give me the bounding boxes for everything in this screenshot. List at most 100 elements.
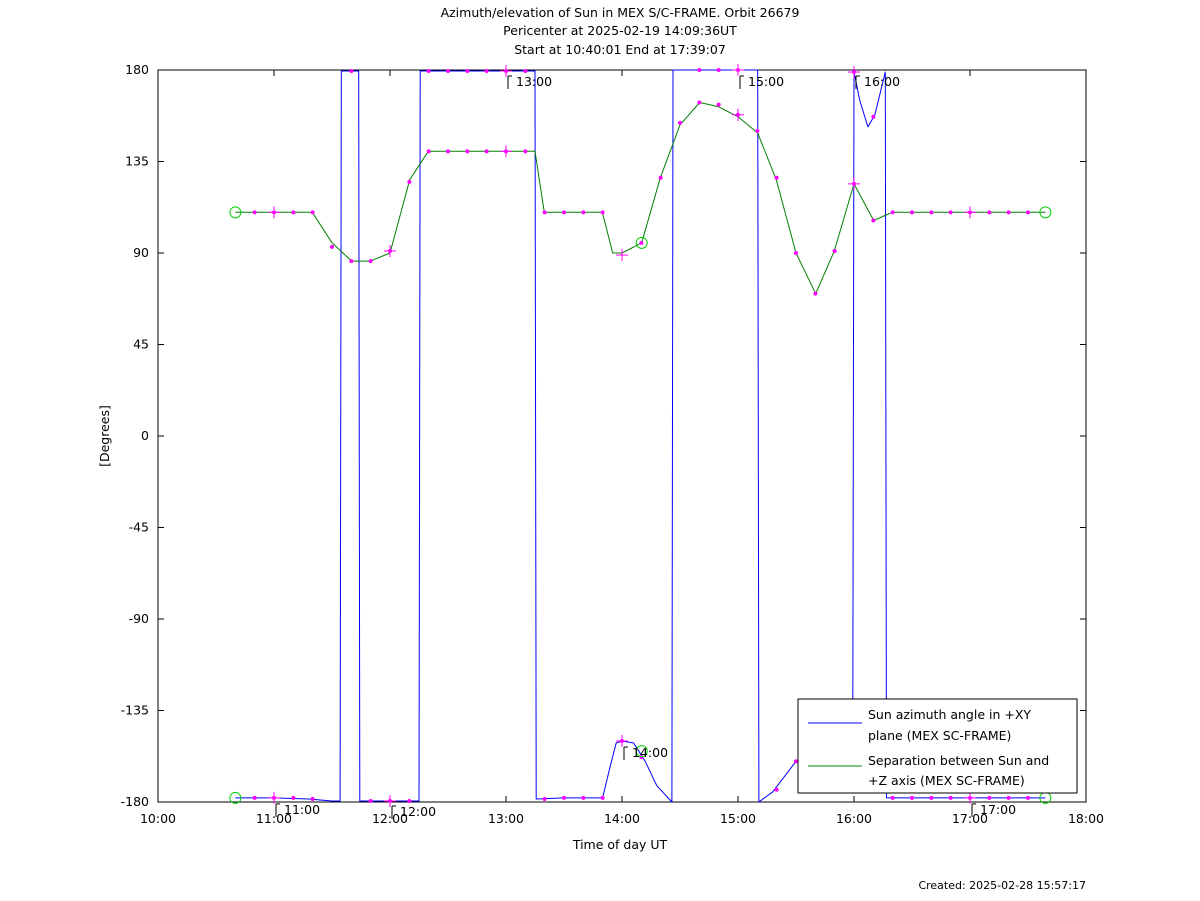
y-tick-label: 135 [125, 154, 149, 169]
data-point-marker [987, 795, 992, 800]
hour-annotation-label: 12:00 [400, 804, 436, 819]
hour-annotation: 16:00 [855, 74, 900, 90]
hour-cross-marker [616, 249, 628, 262]
hour-cross-marker [848, 66, 860, 79]
x-tick-label: 15:00 [720, 811, 756, 826]
data-point-marker [1026, 795, 1030, 800]
chart-title-line-1: Azimuth/elevation of Sun in MEX S/C-FRAM… [441, 5, 800, 20]
x-tick-label: 13:00 [488, 811, 524, 826]
hour-annotation: 17:00 [971, 802, 1016, 817]
hour-annotation-label: 14:00 [632, 745, 668, 760]
y-tick-label: -45 [129, 520, 149, 535]
data-point-marker [697, 68, 702, 72]
hour-annotation-label: 13:00 [516, 74, 552, 89]
x-tick-label: 16:00 [836, 811, 872, 826]
y-tick-label: 45 [133, 337, 149, 352]
data-point-marker [697, 100, 702, 105]
legend: Sun azimuth angle in +XY plane (MEX SC-F… [797, 698, 1078, 794]
hour-cross-marker [384, 794, 396, 807]
hour-cross-marker [732, 64, 744, 76]
data-point-marker [426, 69, 431, 74]
data-point-marker [542, 796, 547, 801]
hour-annotation-label: 11:00 [284, 802, 320, 817]
data-point-marker [368, 798, 373, 803]
data-point-marker [252, 210, 257, 215]
data-point-marker [349, 69, 354, 74]
y-axis-label: [Degrees] [97, 405, 112, 467]
x-axis-label: Time of day UT [572, 837, 668, 852]
data-point-marker [523, 69, 528, 74]
hour-cross-marker [732, 108, 744, 121]
x-tick-label: 10:00 [140, 811, 176, 826]
data-point-marker [678, 120, 682, 125]
x-axis: 10:00 11:00 12:00 13:00 14:00 15:00 16:00 17:00… [140, 70, 1104, 826]
hour-annotation: 15:00 [739, 74, 784, 90]
series-line-separation [235, 102, 1046, 295]
data-point-marker [910, 795, 914, 800]
data-point-marker [910, 210, 914, 215]
data-point-marker [310, 796, 315, 801]
data-point-marker [291, 795, 296, 800]
y-tick-label: 90 [133, 245, 149, 260]
hour-cross-marker [500, 65, 512, 78]
legend-label-separation-line-2: +Z axis (MEX SC-FRAME) [868, 773, 1025, 788]
data-point-marker [948, 210, 953, 215]
hour-cross-marker [848, 177, 860, 190]
x-tick-label: 18:00 [1068, 811, 1104, 826]
hour-annotation-label: 16:00 [864, 74, 900, 89]
x-tick-label: 17:00 [952, 811, 988, 826]
data-point-marker [562, 795, 566, 800]
data-point-marker [1006, 795, 1011, 800]
data-point-marker [484, 149, 489, 154]
endpoint-circle-marker [635, 236, 648, 249]
legend-label-azimuth-line-2: plane (MEX SC-FRAME) [868, 728, 1011, 743]
y-tick-label: 0 [141, 428, 149, 443]
data-point-marker [310, 210, 315, 215]
data-point-marker [600, 795, 605, 800]
marker-layer [229, 64, 1052, 807]
hour-annotations: 11:00 12:00 13:00 14:00 15:00 16:00 17:00 [275, 74, 1016, 819]
data-point-marker [252, 795, 257, 800]
data-point-marker [562, 210, 566, 215]
hour-annotation: 14:00 [623, 745, 668, 761]
data-point-marker [890, 795, 895, 800]
data-point-marker [465, 69, 470, 74]
data-point-marker [407, 798, 412, 803]
data-point-marker [987, 210, 992, 215]
chart-title-line-2: Pericenter at 2025-02-19 14:09:36UT [503, 23, 737, 38]
hour-cross-marker [964, 791, 976, 804]
data-point-marker [929, 210, 934, 215]
data-point-marker [813, 291, 818, 296]
series-layer [235, 69, 1046, 803]
data-point-marker [581, 795, 586, 800]
data-point-marker [330, 244, 334, 249]
data-point-marker [426, 149, 431, 154]
data-point-marker [832, 248, 837, 253]
plot-area-frame [157, 69, 1087, 803]
y-tick-label: -180 [121, 794, 149, 809]
y-axis: 180 135 90 45 0 -45 -90 -135 -180 [121, 62, 1086, 809]
data-point-marker [639, 240, 644, 245]
data-point-marker [716, 68, 721, 72]
y-tick-label: -90 [129, 611, 149, 626]
data-point-marker [929, 795, 934, 800]
data-point-marker [871, 114, 876, 119]
endpoint-circle-marker [1039, 206, 1052, 219]
data-point-marker [542, 210, 547, 215]
data-point-marker [349, 259, 354, 264]
hour-annotation: 11:00 [275, 802, 320, 817]
data-point-marker [484, 69, 489, 74]
x-tick-label: 14:00 [604, 811, 640, 826]
created-timestamp: Created: 2025-02-28 15:57:17 [918, 879, 1086, 892]
data-point-marker [774, 175, 779, 180]
data-point-marker [871, 218, 876, 223]
data-point-marker [523, 149, 528, 154]
x-tick-label: 11:00 [256, 811, 292, 826]
hour-annotation-label: 17:00 [980, 802, 1016, 817]
x-tick-label: 12:00 [372, 811, 408, 826]
hour-cross-marker [268, 206, 280, 219]
hour-cross-marker [384, 244, 396, 257]
data-point-marker [774, 787, 779, 792]
data-point-marker [794, 251, 798, 255]
